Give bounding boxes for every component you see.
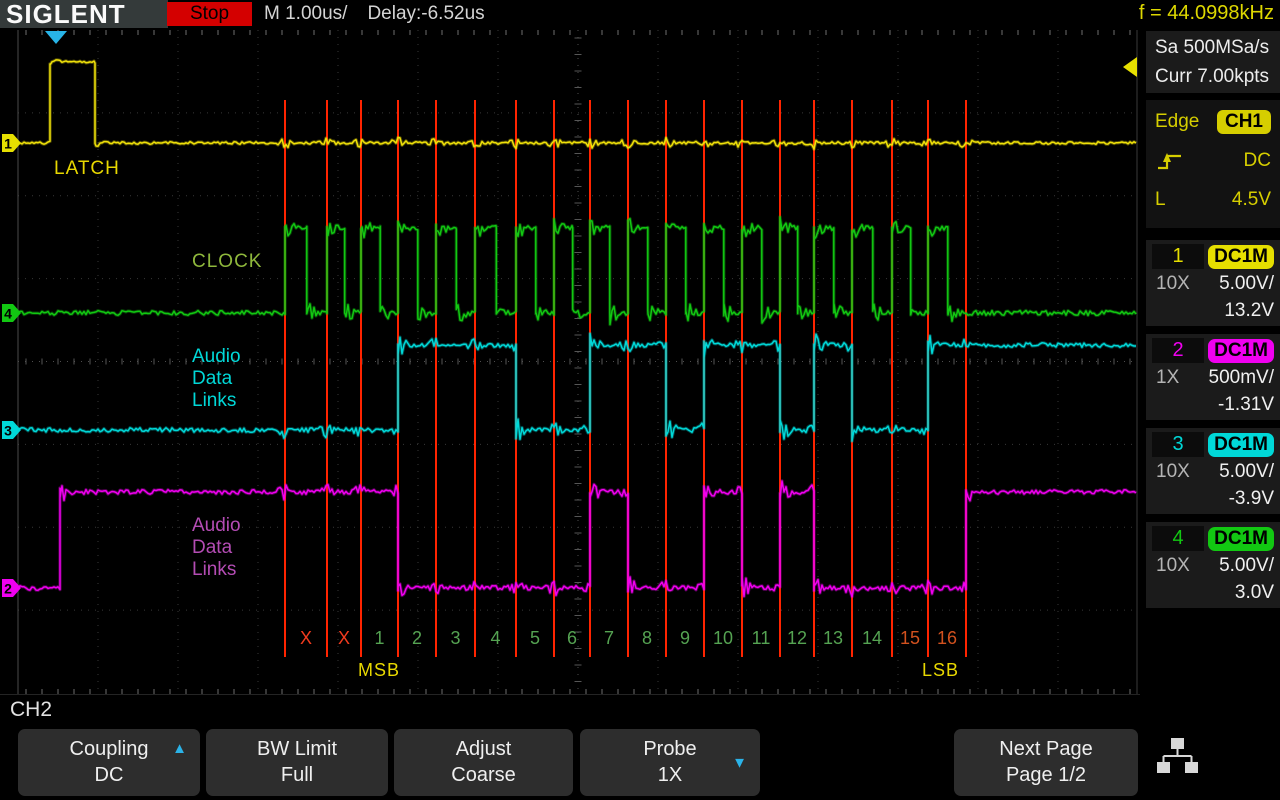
softkey-value: Page 1/2 xyxy=(1005,764,1087,786)
chevron-up-icon: ▲ xyxy=(172,740,187,757)
sample-rate: Sa 500MSa/s xyxy=(1155,37,1270,58)
header-bar: SIGLENT Stop M 1.00us/Delay:-6.52us f = … xyxy=(0,0,1280,28)
acquisition-info-box: Sa 500MSa/s Curr 7.00kpts xyxy=(1146,31,1280,93)
softkey-bw-limit[interactable]: BW Limit Full xyxy=(206,729,388,796)
frequency-counter: f = 44.0998kHz xyxy=(1138,2,1274,24)
softkey-next-page[interactable]: Next Page Page 1/2 xyxy=(954,729,1138,796)
ch3-trace xyxy=(17,332,1136,442)
softkey-menu-bar: CH2 Coupling DC ▲ BW Limit Full Adjust Coarse P… xyxy=(0,695,1280,800)
brand-logo: SIGLENT xyxy=(0,0,168,28)
softkey-value: DC xyxy=(94,764,124,786)
svg-text:3: 3 xyxy=(4,423,12,439)
graticule xyxy=(0,30,1140,697)
trigger-type: Edge xyxy=(1155,111,1200,132)
chevron-down-icon: ▼ xyxy=(732,754,747,771)
channel-offset: -3.9V xyxy=(1228,488,1274,509)
softkey-value: Coarse xyxy=(451,764,516,786)
softkey-label: Adjust xyxy=(455,738,512,760)
channel-number: 4 xyxy=(1152,526,1204,551)
ch4-marker: 4 xyxy=(2,304,21,322)
channel-offset: -1.31V xyxy=(1218,394,1274,415)
softkey-value: 1X xyxy=(657,764,683,786)
ch4-glow xyxy=(16,215,1138,327)
trigger-position-marker[interactable] xyxy=(45,31,67,44)
memory-depth: Curr 7.00kpts xyxy=(1155,66,1270,87)
timebase-value: M 1.00us/ xyxy=(264,3,348,24)
channel-scale: 5.00V/ xyxy=(1219,555,1274,576)
channel-coupling-badge: DC1M xyxy=(1208,338,1274,363)
channel-scale: 5.00V/ xyxy=(1219,461,1274,482)
trigger-level-value: 4.5V xyxy=(1231,189,1271,210)
channel-offset: 3.0V xyxy=(1234,582,1274,603)
svg-text:2: 2 xyxy=(4,581,12,597)
channel-number: 2 xyxy=(1152,338,1204,363)
network-icon[interactable] xyxy=(1156,735,1200,783)
right-sidebar: Sa 500MSa/s Curr 7.00kpts Edge CH1 DC L … xyxy=(1140,28,1280,700)
menu-channel-label: CH2 xyxy=(10,698,53,721)
trigger-level-marker[interactable] xyxy=(1123,57,1137,77)
ch4-trace xyxy=(17,216,1137,326)
channel-probe: 1X xyxy=(1156,367,1180,388)
channel-probe: 10X xyxy=(1156,555,1190,576)
channel-coupling-badge: DC1M xyxy=(1208,244,1274,269)
trigger-level-label: L xyxy=(1155,189,1166,210)
ch3-glow xyxy=(17,331,1136,443)
svg-text:1: 1 xyxy=(4,136,12,152)
softkey-adjust[interactable]: Adjust Coarse xyxy=(394,729,573,796)
rising-edge-icon xyxy=(1158,153,1181,170)
channel-info-1[interactable]: 1 DC1M 10X 5.00V/13.2V xyxy=(1146,240,1280,326)
ch2-trace xyxy=(17,480,1137,598)
channel-scale: 5.00V/ xyxy=(1219,273,1274,294)
channel-coupling-badge: DC1M xyxy=(1208,432,1274,457)
channel-info-4[interactable]: 4 DC1M 10X 5.00V/3.0V xyxy=(1146,522,1280,608)
softkey-label: Coupling xyxy=(69,738,149,760)
softkey-label: Probe xyxy=(643,738,697,760)
channel-offset: 13.2V xyxy=(1224,300,1274,321)
channel-number: 3 xyxy=(1152,432,1204,457)
channel-scale: 500mV/ xyxy=(1208,367,1274,388)
svg-text:4: 4 xyxy=(4,306,12,322)
channel-info-2[interactable]: 2 DC1M 1X 500mV/ -1.31V xyxy=(1146,334,1280,420)
softkey-value: Full xyxy=(280,764,314,786)
trigger-coupling: DC xyxy=(1243,150,1271,171)
softkey-coupling[interactable]: Coupling DC ▲ xyxy=(18,729,200,796)
trigger-source-badge: CH1 xyxy=(1216,110,1271,134)
trigger-info-box[interactable]: Edge CH1 DC L 4.5V xyxy=(1146,100,1280,228)
channel-info-3[interactable]: 3 DC1M 10X 5.00V/ -3.9V xyxy=(1146,428,1280,514)
ch1-trace xyxy=(19,59,1137,150)
channel-coupling-badge: DC1M xyxy=(1208,526,1274,551)
ch2-marker: 2 xyxy=(2,579,21,597)
channel-probe: 10X xyxy=(1156,273,1190,294)
softkey-label: Next Page xyxy=(999,738,1093,760)
delay-value: Delay:-6.52us xyxy=(367,3,485,24)
ch3-marker: 3 xyxy=(2,421,21,439)
channel-probe: 10X xyxy=(1156,461,1190,482)
timebase-readout: M 1.00us/Delay:-6.52us xyxy=(264,3,505,25)
softkey-probe[interactable]: Probe 1X ▼ xyxy=(580,729,760,796)
softkey-label: BW Limit xyxy=(257,738,337,760)
acquisition-status-badge: Stop xyxy=(167,2,252,26)
channel-number: 1 xyxy=(1152,244,1204,269)
ch1-marker: 1 xyxy=(2,134,21,152)
